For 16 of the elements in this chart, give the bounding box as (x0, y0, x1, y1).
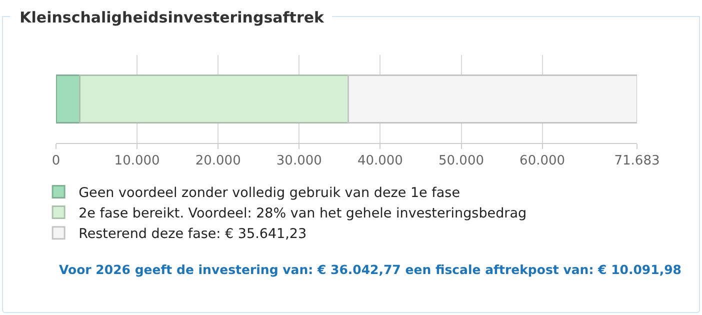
x-tick-label: 20.000 (195, 154, 241, 169)
legend-label: Geen voordeel zonder volledig gebruik van deze 1e fase (78, 184, 460, 201)
x-tick-label: 60.000 (520, 154, 566, 169)
text: Voor 2026 geeft de investering van: € 36.042,77 een fiscale aftrekpost van: € 10.091,98 (59, 262, 682, 277)
x-tick-label: 30.000 (276, 154, 322, 169)
x-tick-label: 50.000 (438, 154, 484, 169)
x-tick-label: 40.000 (357, 154, 403, 169)
x-tick-label: 10.000 (114, 154, 160, 169)
bar (78, 74, 349, 124)
x-tick-label: 0 (52, 154, 60, 169)
legend-label: 2e fase bereikt. Voordeel: 28% van het gehele investeringsbedrag (78, 206, 527, 222)
x-tick-label: 71.683 (614, 154, 660, 169)
bar (347, 74, 637, 124)
bar (56, 74, 80, 124)
chart-title: Kleinschaligheidsinvesteringsaftrek (20, 8, 326, 27)
legend-label: Resterend deze fase: € 35.641,23 (78, 226, 307, 242)
